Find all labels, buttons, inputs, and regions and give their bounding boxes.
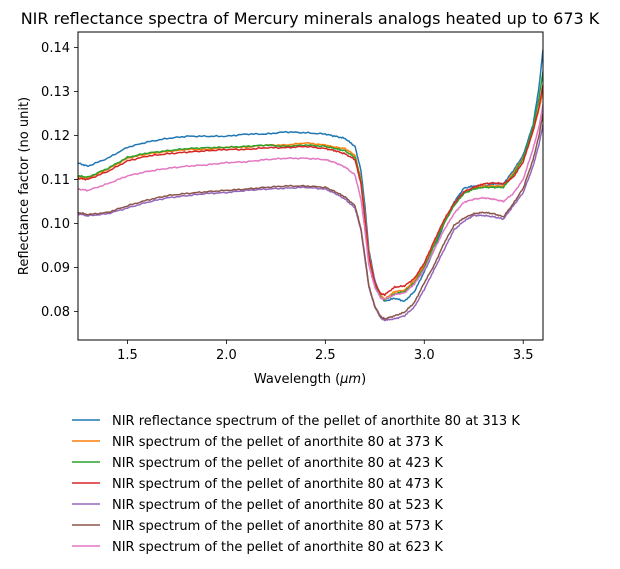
y-tick-label: 0.13 (41, 85, 70, 100)
series-layer (78, 49, 543, 322)
legend-label-7: NIR spectrum of the pellet of anorthite … (112, 540, 443, 555)
x-tick-label: 3.5 (513, 348, 534, 363)
x-axis-label-prefix: Wavelength ( (254, 372, 340, 387)
legend-label-5: NIR spectrum of the pellet of anorthite … (112, 498, 443, 513)
y-tick-label: 0.10 (41, 217, 70, 232)
legend-label-1: NIR reflectance spectrum of the pellet o… (112, 414, 520, 429)
x-tick-label: 2.0 (216, 348, 237, 363)
series-line-4 (78, 84, 543, 297)
y-axis-label: Reflectance factor (no unit) (17, 97, 32, 275)
chart-title: NIR reflectance spectra of Mercury miner… (21, 9, 600, 28)
y-tick-label: 0.08 (41, 305, 70, 320)
y-tick-label: 0.09 (41, 261, 70, 276)
x-axis-label: Wavelength (μm) (254, 372, 366, 387)
legend-label-3: NIR spectrum of the pellet of anorthite … (112, 456, 443, 471)
plot-frame (77, 31, 544, 341)
legend: NIR reflectance spectrum of the pellet o… (72, 414, 520, 555)
legend-label-2: NIR spectrum of the pellet of anorthite … (112, 435, 443, 450)
y-tick-label: 0.11 (41, 173, 70, 188)
x-axis-label-suffix: ) (361, 372, 366, 387)
x-axis-label-symbol: μm (339, 372, 361, 387)
plot-area (77, 31, 544, 341)
x-tick-label: 2.5 (315, 348, 336, 363)
series-line-7 (78, 104, 543, 301)
legend-label-6: NIR spectrum of the pellet of anorthite … (112, 519, 443, 534)
x-tick-label: 1.5 (117, 348, 138, 363)
y-tick-label: 0.12 (41, 129, 70, 144)
legend-label-4: NIR spectrum of the pellet of anorthite … (112, 477, 443, 492)
y-tick-label: 0.14 (41, 41, 70, 56)
x-axis: 1.5 2.0 2.5 3.0 3.5 (117, 340, 534, 363)
y-axis: 0.08 0.09 0.10 0.11 0.12 0.13 0.14 (41, 41, 78, 320)
series-line-6 (78, 113, 543, 320)
x-tick-label: 3.0 (414, 348, 435, 363)
